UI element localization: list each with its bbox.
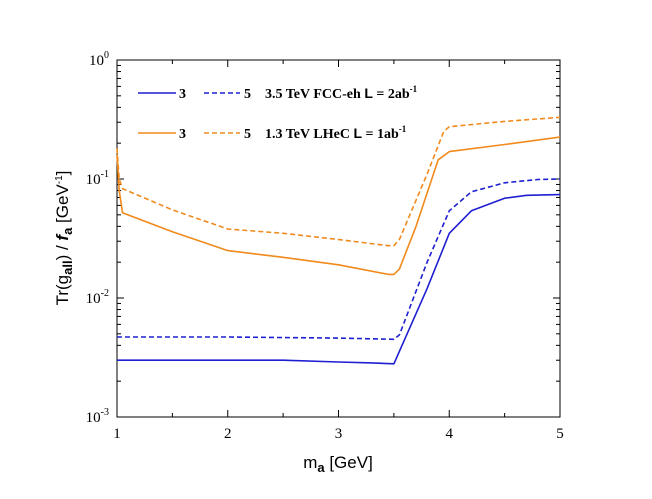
- x-tick-label: 1: [113, 426, 121, 442]
- ticks: 1 2 3 4 5 100 10-1 10-2 10-3: [86, 50, 564, 442]
- series-lines: [116, 116, 561, 365]
- x-tick-label: 4: [446, 426, 454, 442]
- series-line-2: [116, 136, 561, 276]
- legend-label-lhec-solid: 3: [179, 127, 186, 142]
- legend-text-lhec: 1.3 TeV LHeC L = 1ab-1: [265, 124, 407, 142]
- y-tick-label: 10-3: [86, 407, 109, 426]
- x-tick-label: 2: [224, 426, 232, 442]
- legend: 3 5 3.5 TeV FCC-eh L = 2ab-1 3 5 1.3 TeV…: [138, 84, 418, 142]
- legend-text-fcc: 3.5 TeV FCC-eh L = 2ab-1: [265, 84, 418, 102]
- y-tick-label: 10-2: [86, 288, 109, 307]
- y-tick-label: 10-1: [86, 169, 109, 188]
- y-axis-title: Tr(gall) / fa [GeV-1]: [53, 171, 75, 306]
- series-line-3: [116, 116, 561, 247]
- series-line-0: [117, 193, 561, 365]
- x-tick-label: 3: [335, 426, 343, 442]
- series-line-1: [117, 178, 561, 341]
- x-tick-label: 5: [556, 426, 564, 442]
- legend-label-fcc-solid: 3: [179, 87, 186, 102]
- x-axis-title: ma [GeV]: [303, 453, 373, 475]
- legend-label-fcc-dashed: 5: [244, 87, 251, 102]
- plot-frame: [116, 59, 561, 418]
- y-tick-label: 100: [89, 50, 109, 69]
- legend-label-lhec-dashed: 5: [244, 127, 251, 142]
